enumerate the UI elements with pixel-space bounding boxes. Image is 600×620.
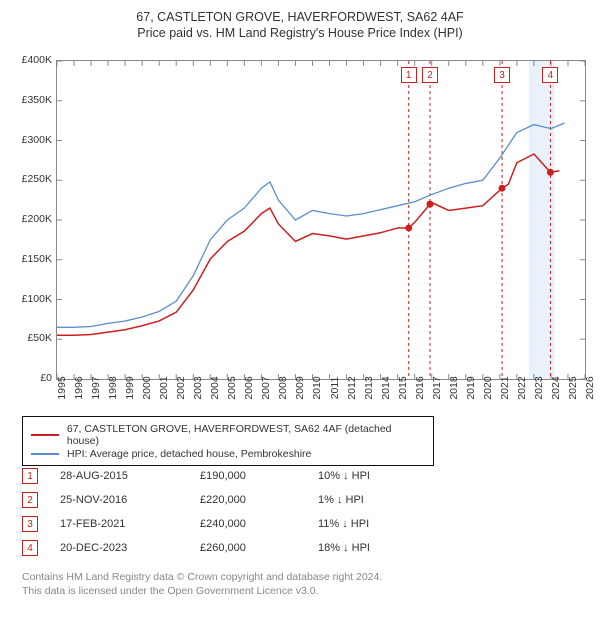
sale-price: £220,000 xyxy=(200,494,318,506)
x-tick-label: 2007 xyxy=(260,376,272,399)
sale-price: £240,000 xyxy=(200,518,318,530)
title-line-2: Price paid vs. HM Land Registry's House … xyxy=(0,26,600,40)
x-tick-label: 2020 xyxy=(482,376,494,399)
x-tick-label: 2002 xyxy=(175,376,187,399)
sales-marker-3: 3 xyxy=(22,516,38,532)
x-axis: 1995199619971998199920002001200220032004… xyxy=(56,382,586,408)
footer-line-1: Contains HM Land Registry data © Crown c… xyxy=(22,570,382,584)
x-tick-label: 2018 xyxy=(448,376,460,399)
plot-area: 12 3 4 xyxy=(56,60,586,380)
x-tick-label: 2017 xyxy=(431,376,443,399)
sale-marker-2: 2 xyxy=(422,67,438,83)
sale-date: 20-DEC-2023 xyxy=(60,542,200,554)
x-tick-label: 2025 xyxy=(567,376,579,399)
x-tick-label: 2021 xyxy=(499,376,511,399)
sale-price: £260,000 xyxy=(200,542,318,554)
x-tick-label: 2004 xyxy=(209,376,221,399)
sale-delta: 10% ↓ HPI xyxy=(318,470,478,482)
x-tick-label: 1996 xyxy=(73,376,85,399)
sale-delta: 1% ↓ HPI xyxy=(318,494,478,506)
y-tick-label: £100K xyxy=(22,293,52,305)
y-tick-label: £250K xyxy=(22,173,52,185)
y-tick-label: £0 xyxy=(40,372,52,384)
x-tick-label: 2016 xyxy=(414,376,426,399)
x-tick-label: 2005 xyxy=(226,376,238,399)
x-tick-label: 2015 xyxy=(397,376,409,399)
x-tick-label: 2023 xyxy=(533,376,545,399)
y-tick-label: £400K xyxy=(22,54,52,66)
legend-label: HPI: Average price, detached house, Pemb… xyxy=(67,448,311,460)
y-tick-label: £50K xyxy=(27,332,52,344)
x-tick-label: 1999 xyxy=(124,376,136,399)
x-tick-label: 2011 xyxy=(329,377,341,400)
sales-row: 2 25-NOV-2016£220,0001% ↓ HPI xyxy=(22,488,578,512)
footer-attribution: Contains HM Land Registry data © Crown c… xyxy=(22,570,382,598)
chart-title: 67, CASTLETON GROVE, HAVERFORDWEST, SA62… xyxy=(0,0,600,40)
sale-marker-3: 3 xyxy=(494,67,510,83)
chart-area: £0 £50K £100K £150K £200K £250K £300K £350K £400… xyxy=(12,56,588,408)
title-line-1: 67, CASTLETON GROVE, HAVERFORDWEST, SA62… xyxy=(0,10,600,24)
sale-price: £190,000 xyxy=(200,470,318,482)
sales-row: 3 17-FEB-2021£240,00011% ↓ HPI xyxy=(22,512,578,536)
legend-swatch xyxy=(31,434,59,436)
x-tick-label: 2001 xyxy=(158,376,170,399)
sale-date: 17-FEB-2021 xyxy=(60,518,200,530)
sale-date: 28-AUG-2015 xyxy=(60,470,200,482)
x-tick-label: 1997 xyxy=(90,376,102,399)
sale-marker-4: 4 xyxy=(542,67,558,83)
y-tick-label: £200K xyxy=(22,213,52,225)
legend: 67, CASTLETON GROVE, HAVERFORDWEST, SA62… xyxy=(22,416,434,466)
x-tick-label: 1995 xyxy=(56,376,68,399)
y-axis: £0 £50K £100K £150K £200K £250K £300K £350K £400… xyxy=(12,56,54,408)
legend-label: 67, CASTLETON GROVE, HAVERFORDWEST, SA62… xyxy=(67,423,425,447)
sales-marker-4: 4 xyxy=(22,540,38,556)
x-tick-label: 2026 xyxy=(584,376,596,399)
x-tick-label: 2003 xyxy=(192,376,204,399)
legend-swatch xyxy=(31,453,59,455)
y-tick-label: £300K xyxy=(22,134,52,146)
x-tick-label: 2009 xyxy=(294,376,306,399)
x-tick-label: 2022 xyxy=(516,376,528,399)
sale-date: 25-NOV-2016 xyxy=(60,494,200,506)
sales-table: 1 28-AUG-2015£190,00010% ↓ HPI 2 25-NOV-201… xyxy=(22,464,578,560)
sale-marker-1: 1 xyxy=(401,67,417,83)
y-tick-label: £350K xyxy=(22,94,52,106)
sales-row: 1 28-AUG-2015£190,00010% ↓ HPI xyxy=(22,464,578,488)
x-tick-label: 2014 xyxy=(380,376,392,399)
legend-item: HPI: Average price, detached house, Pemb… xyxy=(31,448,425,460)
x-tick-label: 2012 xyxy=(346,376,358,399)
x-tick-label: 2024 xyxy=(550,376,562,399)
sale-delta: 18% ↓ HPI xyxy=(318,542,478,554)
sales-marker-2: 2 xyxy=(22,492,38,508)
x-tick-label: 2000 xyxy=(141,376,153,399)
x-tick-label: 2010 xyxy=(311,376,323,399)
x-tick-label: 2019 xyxy=(465,376,477,399)
x-tick-label: 2006 xyxy=(243,376,255,399)
footer-line-2: This data is licensed under the Open Gov… xyxy=(22,584,382,598)
y-tick-label: £150K xyxy=(22,253,52,265)
legend-item: 67, CASTLETON GROVE, HAVERFORDWEST, SA62… xyxy=(31,423,425,447)
sale-delta: 11% ↓ HPI xyxy=(318,518,478,530)
x-tick-label: 1998 xyxy=(107,376,119,399)
sales-row: 4 20-DEC-2023£260,00018% ↓ HPI xyxy=(22,536,578,560)
sales-marker-1: 1 xyxy=(22,468,38,484)
x-tick-label: 2013 xyxy=(363,376,375,399)
x-tick-label: 2008 xyxy=(277,376,289,399)
